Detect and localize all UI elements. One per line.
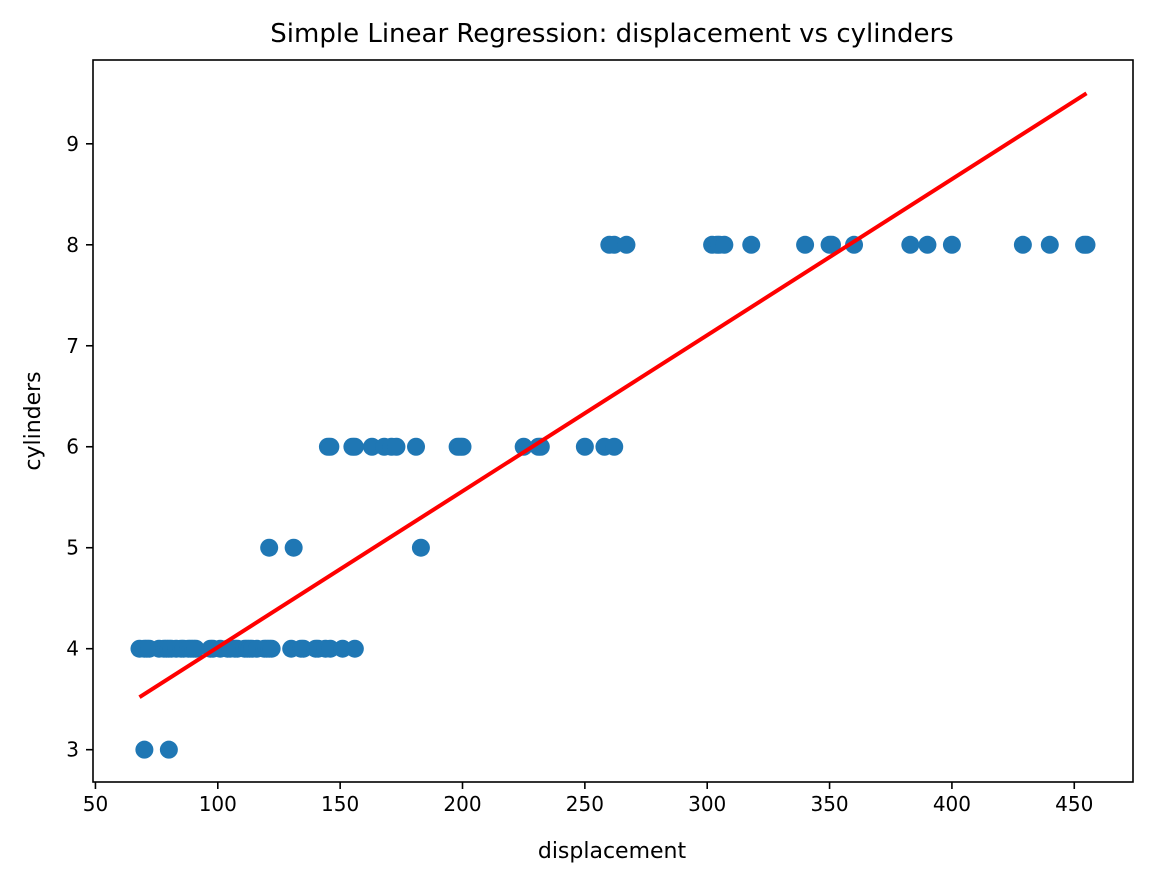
x-tick-label: 300 — [688, 792, 726, 816]
chart-title: Simple Linear Regression: displacement v… — [270, 19, 953, 49]
y-tick-label: 9 — [66, 132, 79, 156]
data-point — [942, 235, 961, 254]
regression-line — [138, 91, 1088, 699]
data-point — [796, 235, 815, 254]
data-point — [918, 235, 937, 254]
data-point — [715, 235, 734, 254]
x-tick-label: 200 — [443, 792, 481, 816]
data-point — [321, 437, 340, 456]
data-point — [1013, 235, 1032, 254]
data-point — [411, 538, 430, 557]
data-point — [159, 740, 178, 759]
x-axis-label: displacement — [538, 839, 687, 864]
y-tick-label: 4 — [66, 637, 79, 661]
data-point — [387, 437, 406, 456]
y-tick-label: 6 — [66, 435, 79, 459]
data-point — [135, 740, 154, 759]
data-point — [575, 437, 594, 456]
data-point — [345, 437, 364, 456]
x-tick-label: 50 — [83, 792, 108, 816]
x-tick-label: 350 — [810, 792, 848, 816]
data-point — [262, 639, 281, 658]
data-point — [260, 538, 279, 557]
data-point — [901, 235, 920, 254]
x-tick-label: 400 — [933, 792, 971, 816]
data-point — [1040, 235, 1059, 254]
y-tick-label: 3 — [66, 738, 79, 762]
plot-area: 50 100 150 200 250 300 350 400 450 3 4 5 6 7 8 9 — [66, 59, 1134, 816]
data-point — [407, 437, 426, 456]
x-tick-label: 150 — [321, 792, 359, 816]
data-point — [186, 639, 205, 658]
data-point — [345, 639, 364, 658]
y-tick-label: 5 — [66, 536, 79, 560]
x-tick-label: 450 — [1055, 792, 1093, 816]
data-point — [453, 437, 472, 456]
y-tick-label: 7 — [66, 334, 79, 358]
data-point — [823, 235, 842, 254]
x-tick-label: 100 — [199, 792, 237, 816]
data-point — [1077, 235, 1096, 254]
x-tick-label: 250 — [566, 792, 604, 816]
data-point — [742, 235, 761, 254]
y-tick-label: 8 — [66, 233, 79, 257]
data-point — [605, 437, 624, 456]
data-point — [284, 538, 303, 557]
y-axis-label: cylinders — [21, 371, 46, 470]
plot-frame — [92, 59, 1134, 783]
data-point — [617, 235, 636, 254]
